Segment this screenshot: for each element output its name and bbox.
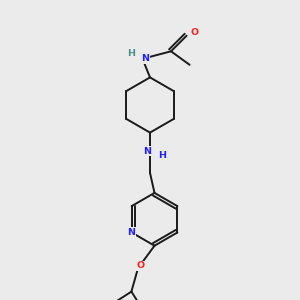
Text: N: N [144, 147, 152, 156]
Text: O: O [136, 261, 145, 270]
Text: H: H [159, 151, 167, 160]
Text: O: O [191, 28, 199, 37]
Text: N: N [127, 228, 135, 237]
Text: H: H [127, 49, 135, 58]
Text: N: N [141, 54, 149, 63]
